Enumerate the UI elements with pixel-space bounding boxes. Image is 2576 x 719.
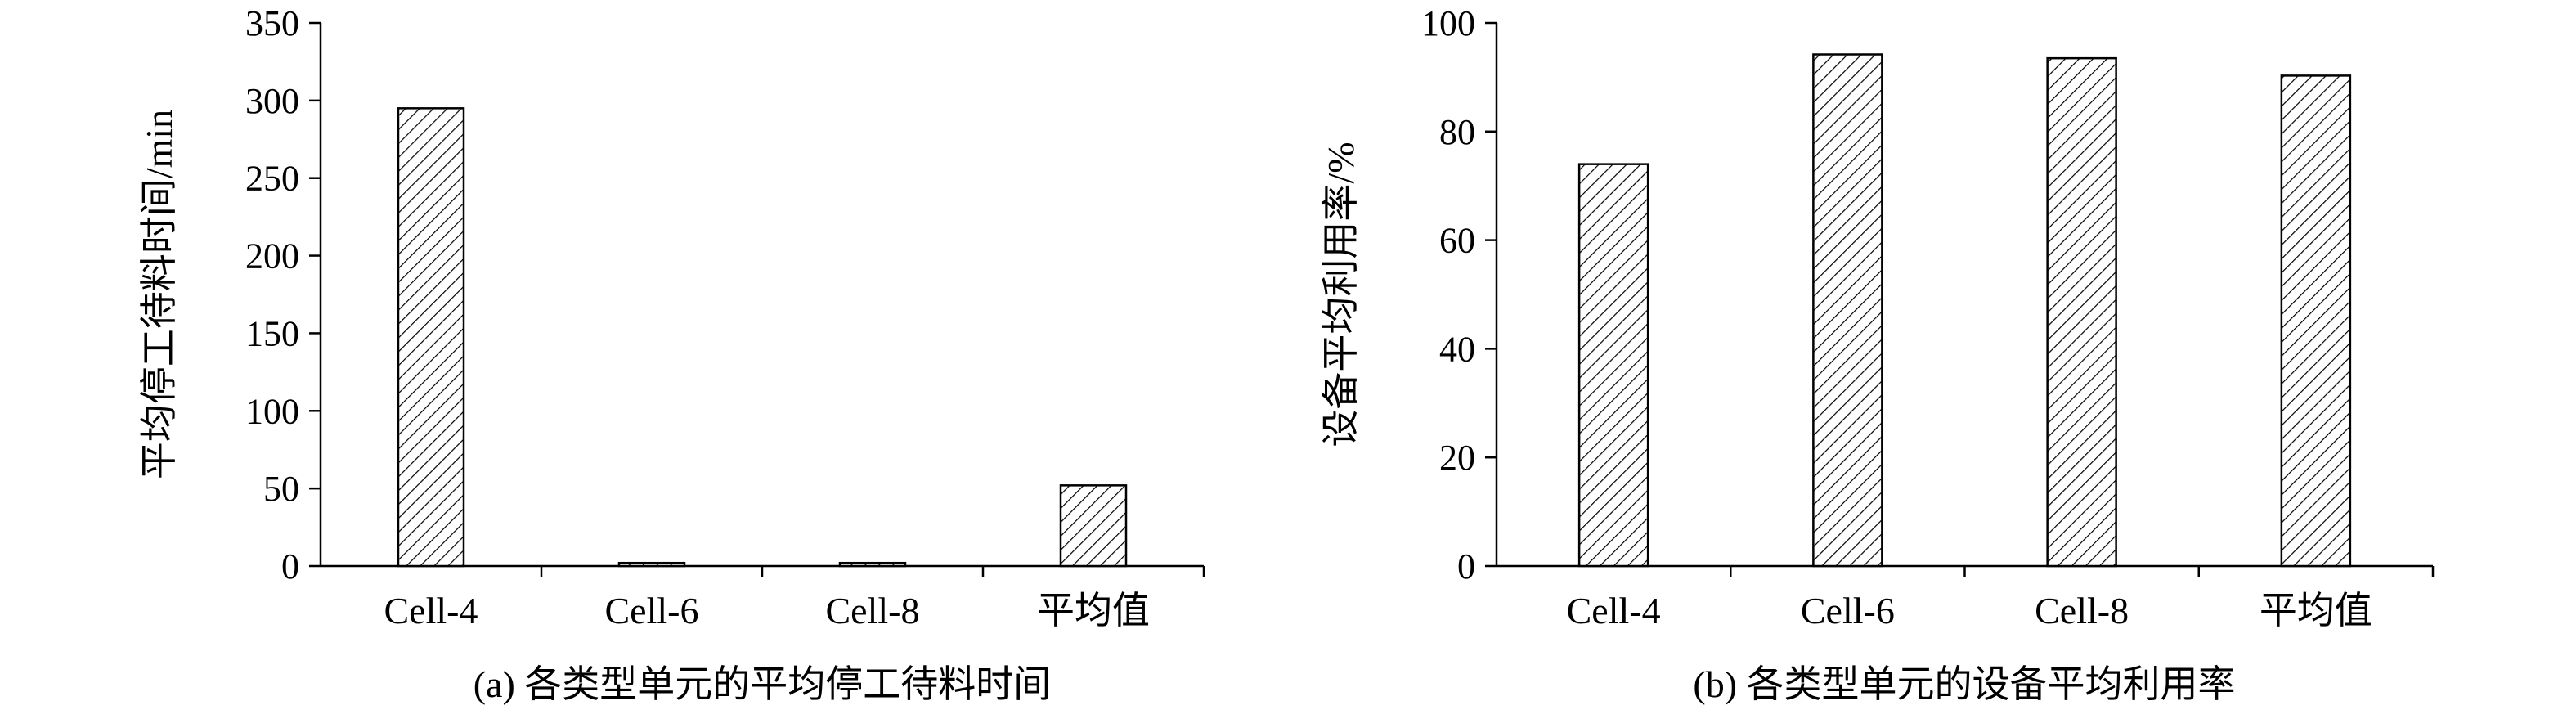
y-tick-label: 250 bbox=[245, 159, 299, 199]
y-axis-label: 设备平均利用率/% bbox=[1320, 142, 1362, 447]
y-tick-label: 0 bbox=[1457, 546, 1475, 586]
x-tick-label: Cell-4 bbox=[1567, 590, 1661, 631]
chart-b: 0 20 40 60 80 100 Cell-4 Cell-6 Cell-8 平均值 设备平均利用率… bbox=[1320, 3, 2435, 705]
bar-Cell-6 bbox=[617, 561, 686, 568]
y-tick-label: 300 bbox=[245, 81, 299, 121]
bar-Cell-4 bbox=[397, 107, 465, 568]
bar-Cell-8 bbox=[838, 561, 907, 568]
y-tick-label: 50 bbox=[263, 469, 299, 509]
chart-caption: (b) 各类型单元的设备平均利用率 bbox=[1693, 663, 2235, 705]
chart-caption: (a) 各类型单元的平均停工待料时间 bbox=[473, 663, 1052, 705]
y-tick-label: 60 bbox=[1439, 221, 1475, 261]
x-tick-label: Cell-8 bbox=[2035, 590, 2129, 631]
y-tick-label: 0 bbox=[281, 546, 299, 586]
x-tick-label: Cell-4 bbox=[384, 590, 478, 631]
chart-a: 0 50 100 150 200 250 300 350 Cell-4 Cell-6 Cell-8 平… bbox=[138, 3, 1205, 705]
bar-平均值 bbox=[2280, 74, 2352, 568]
y-axis-label: 平均停工待料时间/min bbox=[138, 110, 180, 479]
bar-Cell-8 bbox=[2046, 56, 2117, 568]
bar-平均值 bbox=[1059, 484, 1128, 568]
y-tick-label: 40 bbox=[1439, 329, 1475, 369]
x-tick-label: 平均值 bbox=[2260, 590, 2372, 631]
x-tick-label: Cell-6 bbox=[605, 590, 699, 631]
x-tick-label: Cell-8 bbox=[826, 590, 920, 631]
x-tick-label: Cell-6 bbox=[1801, 590, 1895, 631]
y-tick-label: 350 bbox=[245, 3, 299, 43]
bar-Cell-6 bbox=[1812, 53, 1883, 568]
y-tick-label: 150 bbox=[245, 313, 299, 353]
bar-Cell-4 bbox=[1577, 163, 1649, 568]
y-tick-label: 100 bbox=[245, 391, 299, 431]
y-tick-label: 20 bbox=[1439, 438, 1475, 478]
x-tick-label: 平均值 bbox=[1037, 590, 1150, 631]
y-tick-label: 200 bbox=[245, 236, 299, 276]
y-tick-label: 100 bbox=[1421, 3, 1475, 43]
y-tick-label: 80 bbox=[1439, 112, 1475, 152]
